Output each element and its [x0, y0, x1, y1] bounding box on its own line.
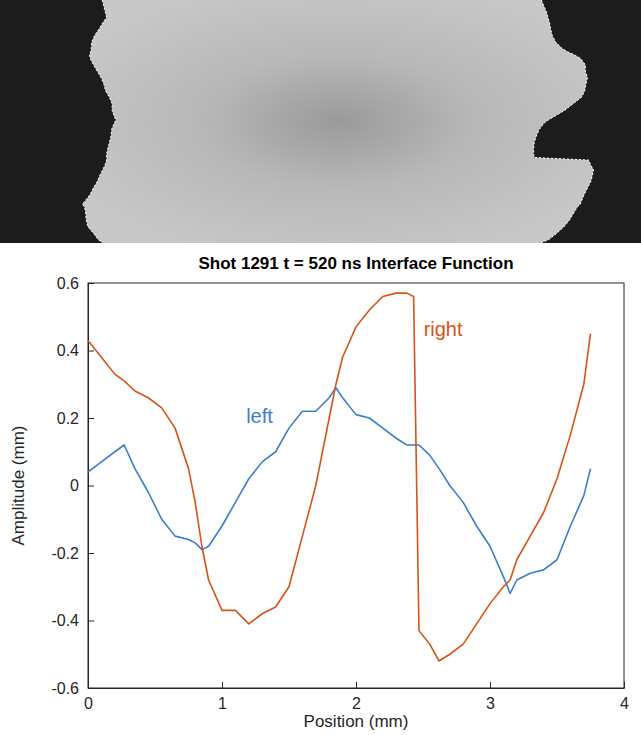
x-tick-label: 1: [218, 695, 227, 712]
y-tick-label: -0.6: [51, 680, 79, 697]
image-panel: [0, 0, 641, 243]
plot-frame: [88, 283, 624, 688]
y-tick: 0: [70, 477, 94, 494]
y-tick: -0.4: [51, 612, 94, 629]
y-tick: -0.6: [51, 680, 94, 697]
x-tick-label: 0: [84, 695, 93, 712]
plot-area: [88, 293, 591, 661]
y-tick-mark: [88, 621, 94, 622]
y-tick-label: -0.2: [51, 545, 79, 562]
image-content: [82, 0, 593, 243]
image-interface-left: [82, 0, 116, 243]
series-label: left: [246, 405, 273, 427]
x-tick-label: 3: [486, 695, 495, 712]
y-tick-mark: [88, 553, 94, 554]
series-line: [88, 293, 591, 661]
x-tick-mark: [356, 682, 357, 688]
y-tick-mark: [88, 486, 94, 487]
x-tick: 3: [486, 682, 495, 712]
y-tick-label: 0.6: [57, 275, 79, 292]
x-tick: 2: [352, 682, 361, 712]
y-tick-label: 0: [70, 477, 79, 494]
image-background: [0, 0, 641, 243]
y-tick-mark: [88, 418, 94, 419]
x-axis-title: Position (mm): [304, 712, 409, 731]
title: Shot 1291 t = 520 ns Interface Function: [198, 254, 513, 273]
y-tick: 0.6: [57, 275, 94, 292]
x-tick: 4: [620, 682, 629, 712]
y-tick: -0.2: [51, 545, 94, 562]
x-tick-mark: [490, 682, 491, 688]
y-tick-label: -0.4: [51, 612, 79, 629]
y-tick: 0.2: [57, 410, 94, 427]
x-axis: 0 1 2 3 4: [84, 682, 629, 712]
y-tick-label: 0.2: [57, 410, 79, 427]
x-tick-mark: [624, 682, 625, 688]
y-tick-mark: [88, 351, 94, 352]
y-axis: -0.6 -0.4 -0.2 0 0.2 0.4 0.6: [51, 275, 94, 697]
x-tick-label: 4: [620, 695, 629, 712]
x-tick-mark: [222, 682, 223, 688]
y-tick-mark: [88, 688, 94, 689]
series-label: right: [424, 318, 463, 340]
y-tick: 0.4: [57, 342, 94, 359]
x-tick-label: 2: [352, 695, 361, 712]
y-axis-title: Amplitude (mm): [9, 426, 28, 546]
image-interface-right: [534, 0, 594, 243]
x-tick: 1: [218, 682, 227, 712]
image-plasma: [82, 0, 593, 243]
y-tick-mark: [88, 283, 94, 284]
x-axis-line: [89, 688, 625, 689]
chart: Shot 1291 t = 520 ns Interface Function 0…: [0, 0, 641, 735]
y-tick-label: 0.4: [57, 342, 79, 359]
